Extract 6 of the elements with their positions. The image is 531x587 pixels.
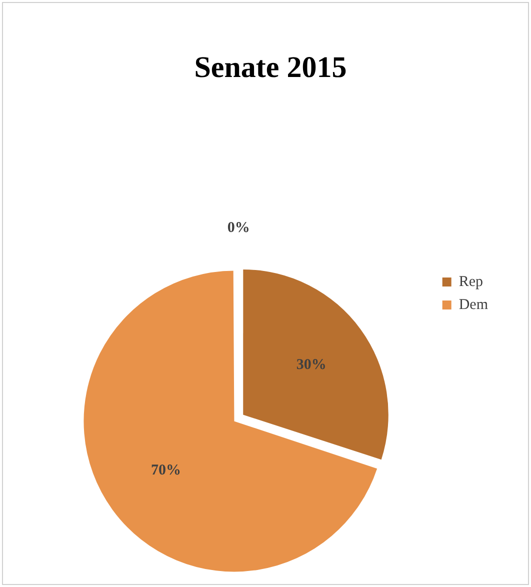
data-label: 30% bbox=[296, 357, 326, 374]
chart-title: Senate 2015 bbox=[194, 50, 347, 84]
data-label: 70% bbox=[150, 462, 181, 479]
legend-label: Rep bbox=[458, 274, 484, 290]
text: 0% bbox=[227, 220, 250, 236]
legend-label: Dem bbox=[458, 296, 488, 313]
